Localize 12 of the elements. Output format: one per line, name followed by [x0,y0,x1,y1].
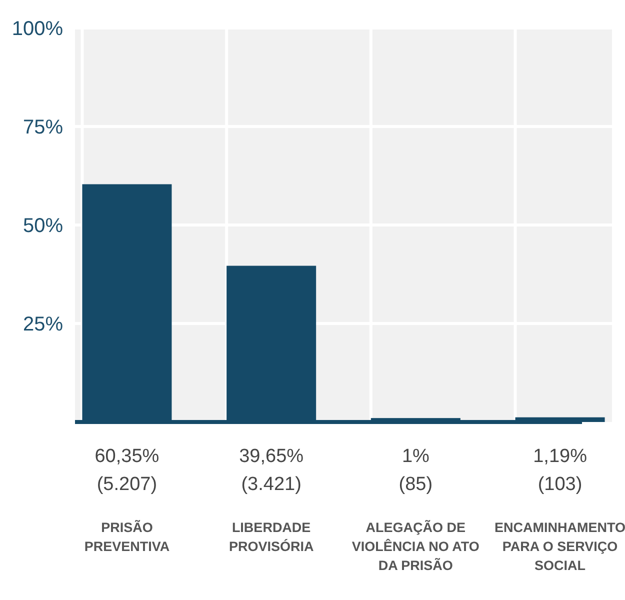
data-label: 60,35% (5.207) [94,446,160,495]
x-tick-label: PRISÃO PREVENTIVA [84,519,170,554]
data-label: 39,65% (3.421) [239,446,304,495]
y-tick-label: 100% [12,18,64,40]
data-label: 1% (85) [398,446,433,495]
y-tick-label: 50% [22,215,64,237]
y-tick-label: 75% [22,116,64,138]
data-label: 1,19% (103) [533,446,588,495]
x-tick-label: ENCAMINHAMENTO PARA O SERVIÇO SOCIAL [494,520,625,573]
x-tick-label: LIBERDADE PROVISÓRIA [228,520,314,554]
y-tick-label: 25% [22,314,64,336]
x-tick-label: ALEGAÇÃO DE VIOLÊNCIA NO ATO DA PRISÃO [352,519,480,573]
